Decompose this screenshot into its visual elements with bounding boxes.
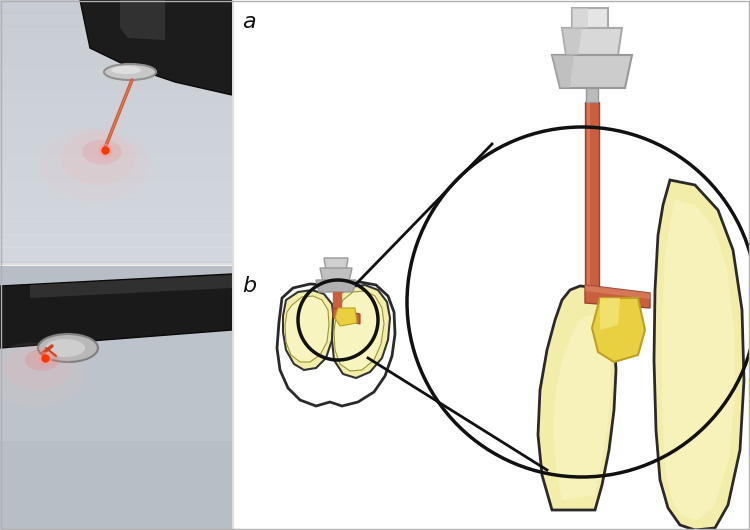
- Bar: [0, 208, 232, 221]
- Bar: [0, 195, 232, 208]
- Polygon shape: [585, 285, 650, 299]
- Bar: [0, 221, 232, 234]
- Bar: [0, 91, 232, 104]
- Text: a: a: [242, 12, 256, 32]
- Polygon shape: [332, 285, 390, 378]
- Polygon shape: [120, 0, 165, 40]
- Polygon shape: [662, 200, 735, 520]
- Polygon shape: [585, 285, 650, 308]
- Ellipse shape: [111, 66, 141, 74]
- Bar: [0, 266, 232, 530]
- Ellipse shape: [45, 339, 85, 357]
- Ellipse shape: [82, 139, 122, 164]
- Bar: [0, 143, 232, 156]
- Bar: [0, 0, 232, 262]
- Polygon shape: [552, 55, 574, 88]
- Polygon shape: [335, 308, 357, 326]
- Ellipse shape: [38, 334, 98, 362]
- Bar: [0, 26, 232, 39]
- Polygon shape: [562, 28, 582, 55]
- Bar: [0, 234, 232, 247]
- Bar: [0, 320, 232, 440]
- Ellipse shape: [4, 346, 72, 391]
- Bar: [0, 52, 232, 65]
- Bar: [0, 78, 232, 91]
- Polygon shape: [334, 291, 384, 371]
- Polygon shape: [324, 258, 348, 270]
- Polygon shape: [30, 275, 232, 298]
- Bar: [0, 13, 232, 26]
- Polygon shape: [600, 298, 620, 330]
- Bar: [0, 156, 232, 169]
- Polygon shape: [586, 88, 598, 102]
- Ellipse shape: [61, 130, 136, 186]
- Ellipse shape: [0, 342, 84, 408]
- Text: b: b: [242, 276, 256, 296]
- Bar: [0, 247, 232, 260]
- Polygon shape: [285, 296, 329, 362]
- Polygon shape: [592, 298, 645, 362]
- Bar: [0, 104, 232, 117]
- Bar: [0, 0, 232, 13]
- Bar: [0, 182, 232, 195]
- Bar: [0, 169, 232, 182]
- Polygon shape: [585, 102, 599, 288]
- Polygon shape: [572, 8, 588, 28]
- Polygon shape: [553, 315, 611, 500]
- Polygon shape: [572, 8, 608, 28]
- Polygon shape: [654, 180, 744, 530]
- Bar: [0, 130, 232, 143]
- Ellipse shape: [25, 349, 59, 371]
- Polygon shape: [562, 28, 622, 55]
- Polygon shape: [320, 268, 352, 282]
- Ellipse shape: [40, 128, 150, 202]
- Polygon shape: [587, 102, 590, 288]
- Polygon shape: [552, 55, 632, 88]
- Polygon shape: [80, 0, 232, 95]
- Bar: [233, 0, 750, 530]
- Polygon shape: [0, 274, 232, 348]
- Polygon shape: [316, 280, 356, 292]
- Bar: [0, 65, 232, 78]
- Polygon shape: [283, 290, 334, 370]
- Bar: [0, 117, 232, 130]
- Ellipse shape: [104, 64, 156, 80]
- Polygon shape: [538, 286, 616, 510]
- Polygon shape: [333, 308, 360, 324]
- Bar: [0, 39, 232, 52]
